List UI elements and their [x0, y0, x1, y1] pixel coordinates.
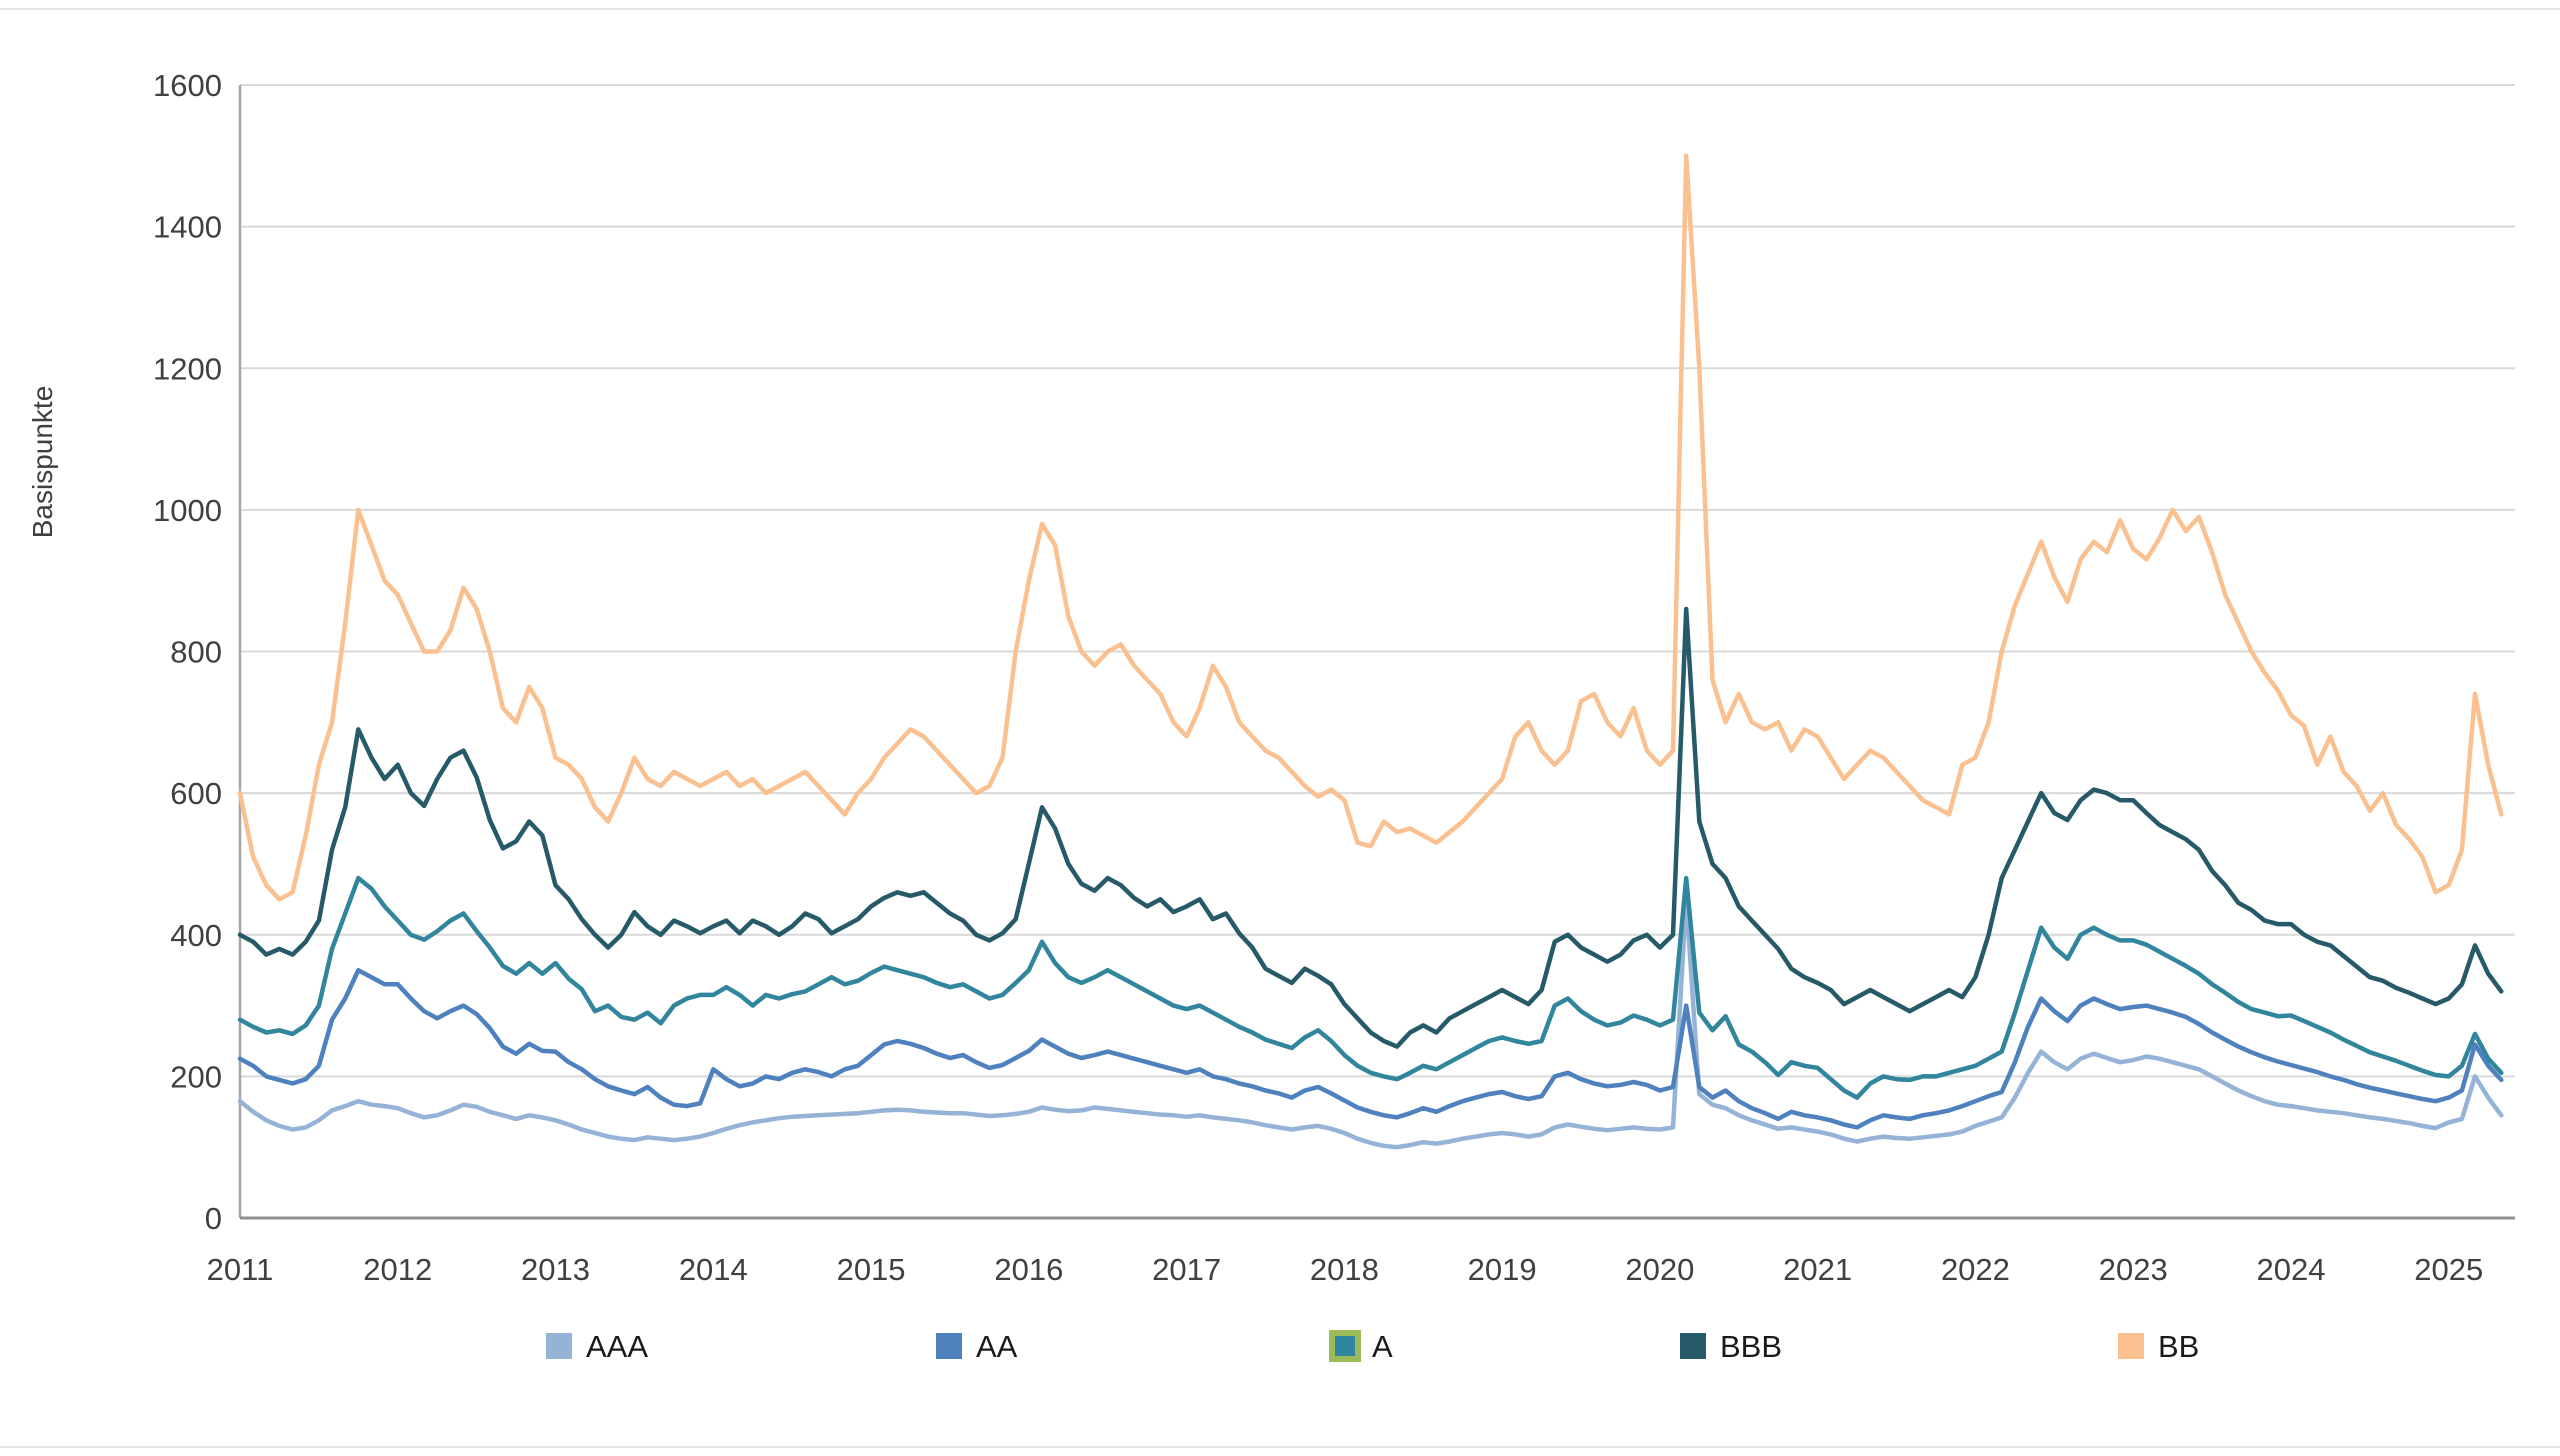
axis-labels: 0 200 400 600 800 1000 1200 1400 1600 2011 2012 201… [153, 68, 2483, 1287]
x-tick-label-2025: 2025 [2414, 1252, 2483, 1287]
legend-label-BBB: BBB [1720, 1329, 1782, 1364]
x-tick-label-2014: 2014 [679, 1252, 748, 1287]
x-tick-label-2020: 2020 [1625, 1252, 1694, 1287]
y-tick-label-1600: 1600 [153, 68, 222, 103]
legend-label-A: A [1372, 1329, 1393, 1364]
legend-item-A: A [1329, 1329, 1393, 1364]
legend-item-AAA: AAA [546, 1329, 648, 1364]
x-tick-label-2018: 2018 [1310, 1252, 1379, 1287]
y-tick-label-400: 400 [170, 918, 222, 953]
y-tick-label-1200: 1200 [153, 351, 222, 386]
x-tick-label-2019: 2019 [1468, 1252, 1537, 1287]
x-tick-label-2022: 2022 [1941, 1252, 2010, 1287]
x-tick-label-2016: 2016 [994, 1252, 1063, 1287]
y-tick-label-200: 200 [170, 1059, 222, 1094]
legend-label-AAA: AAA [586, 1329, 648, 1364]
series-line-A [237, 875, 2504, 1100]
legend-swatch-AA [936, 1333, 962, 1359]
legend-swatch-A [1329, 1330, 1361, 1362]
x-tick-label-2024: 2024 [2256, 1252, 2325, 1287]
top-frame-line [0, 8, 2560, 10]
legend-label-AA: AA [976, 1329, 1018, 1364]
legend-swatch-AAA [546, 1333, 572, 1359]
x-tick-label-2013: 2013 [521, 1252, 590, 1287]
legend-item-BBB: BBB [1680, 1329, 1782, 1364]
series-line-BB [237, 153, 2504, 902]
y-tick-label-1000: 1000 [153, 493, 222, 528]
series-line-AA [237, 967, 2504, 1130]
x-tick-label-2015: 2015 [837, 1252, 906, 1287]
y-axis-title: Basispunkte [27, 386, 58, 539]
legend-item-AA: AA [936, 1329, 1018, 1364]
bottom-frame-line [0, 1446, 2560, 1448]
y-tick-label-800: 800 [170, 635, 222, 670]
axes [238, 85, 2515, 1220]
legend: AAA AA A BBB BB [546, 1329, 2199, 1364]
series-lines [237, 153, 2504, 1150]
x-tick-label-2023: 2023 [2099, 1252, 2168, 1287]
legend-label-BB: BB [2158, 1329, 2199, 1364]
x-tick-label-2012: 2012 [363, 1252, 432, 1287]
legend-swatch-BB [2118, 1333, 2144, 1359]
x-tick-label-2021: 2021 [1783, 1252, 1852, 1287]
legend-swatch-BBB [1680, 1333, 1706, 1359]
gridlines [240, 84, 2515, 1078]
y-tick-label-600: 600 [170, 776, 222, 811]
y-tick-label-0: 0 [205, 1201, 222, 1236]
x-tick-label-2017: 2017 [1152, 1252, 1221, 1287]
series-line-BBB [237, 606, 2504, 1049]
series-line-AAA [237, 897, 2504, 1150]
y-tick-label-1400: 1400 [153, 210, 222, 245]
legend-item-BB: BB [2118, 1329, 2199, 1364]
x-tick-label-2011: 2011 [207, 1252, 274, 1287]
